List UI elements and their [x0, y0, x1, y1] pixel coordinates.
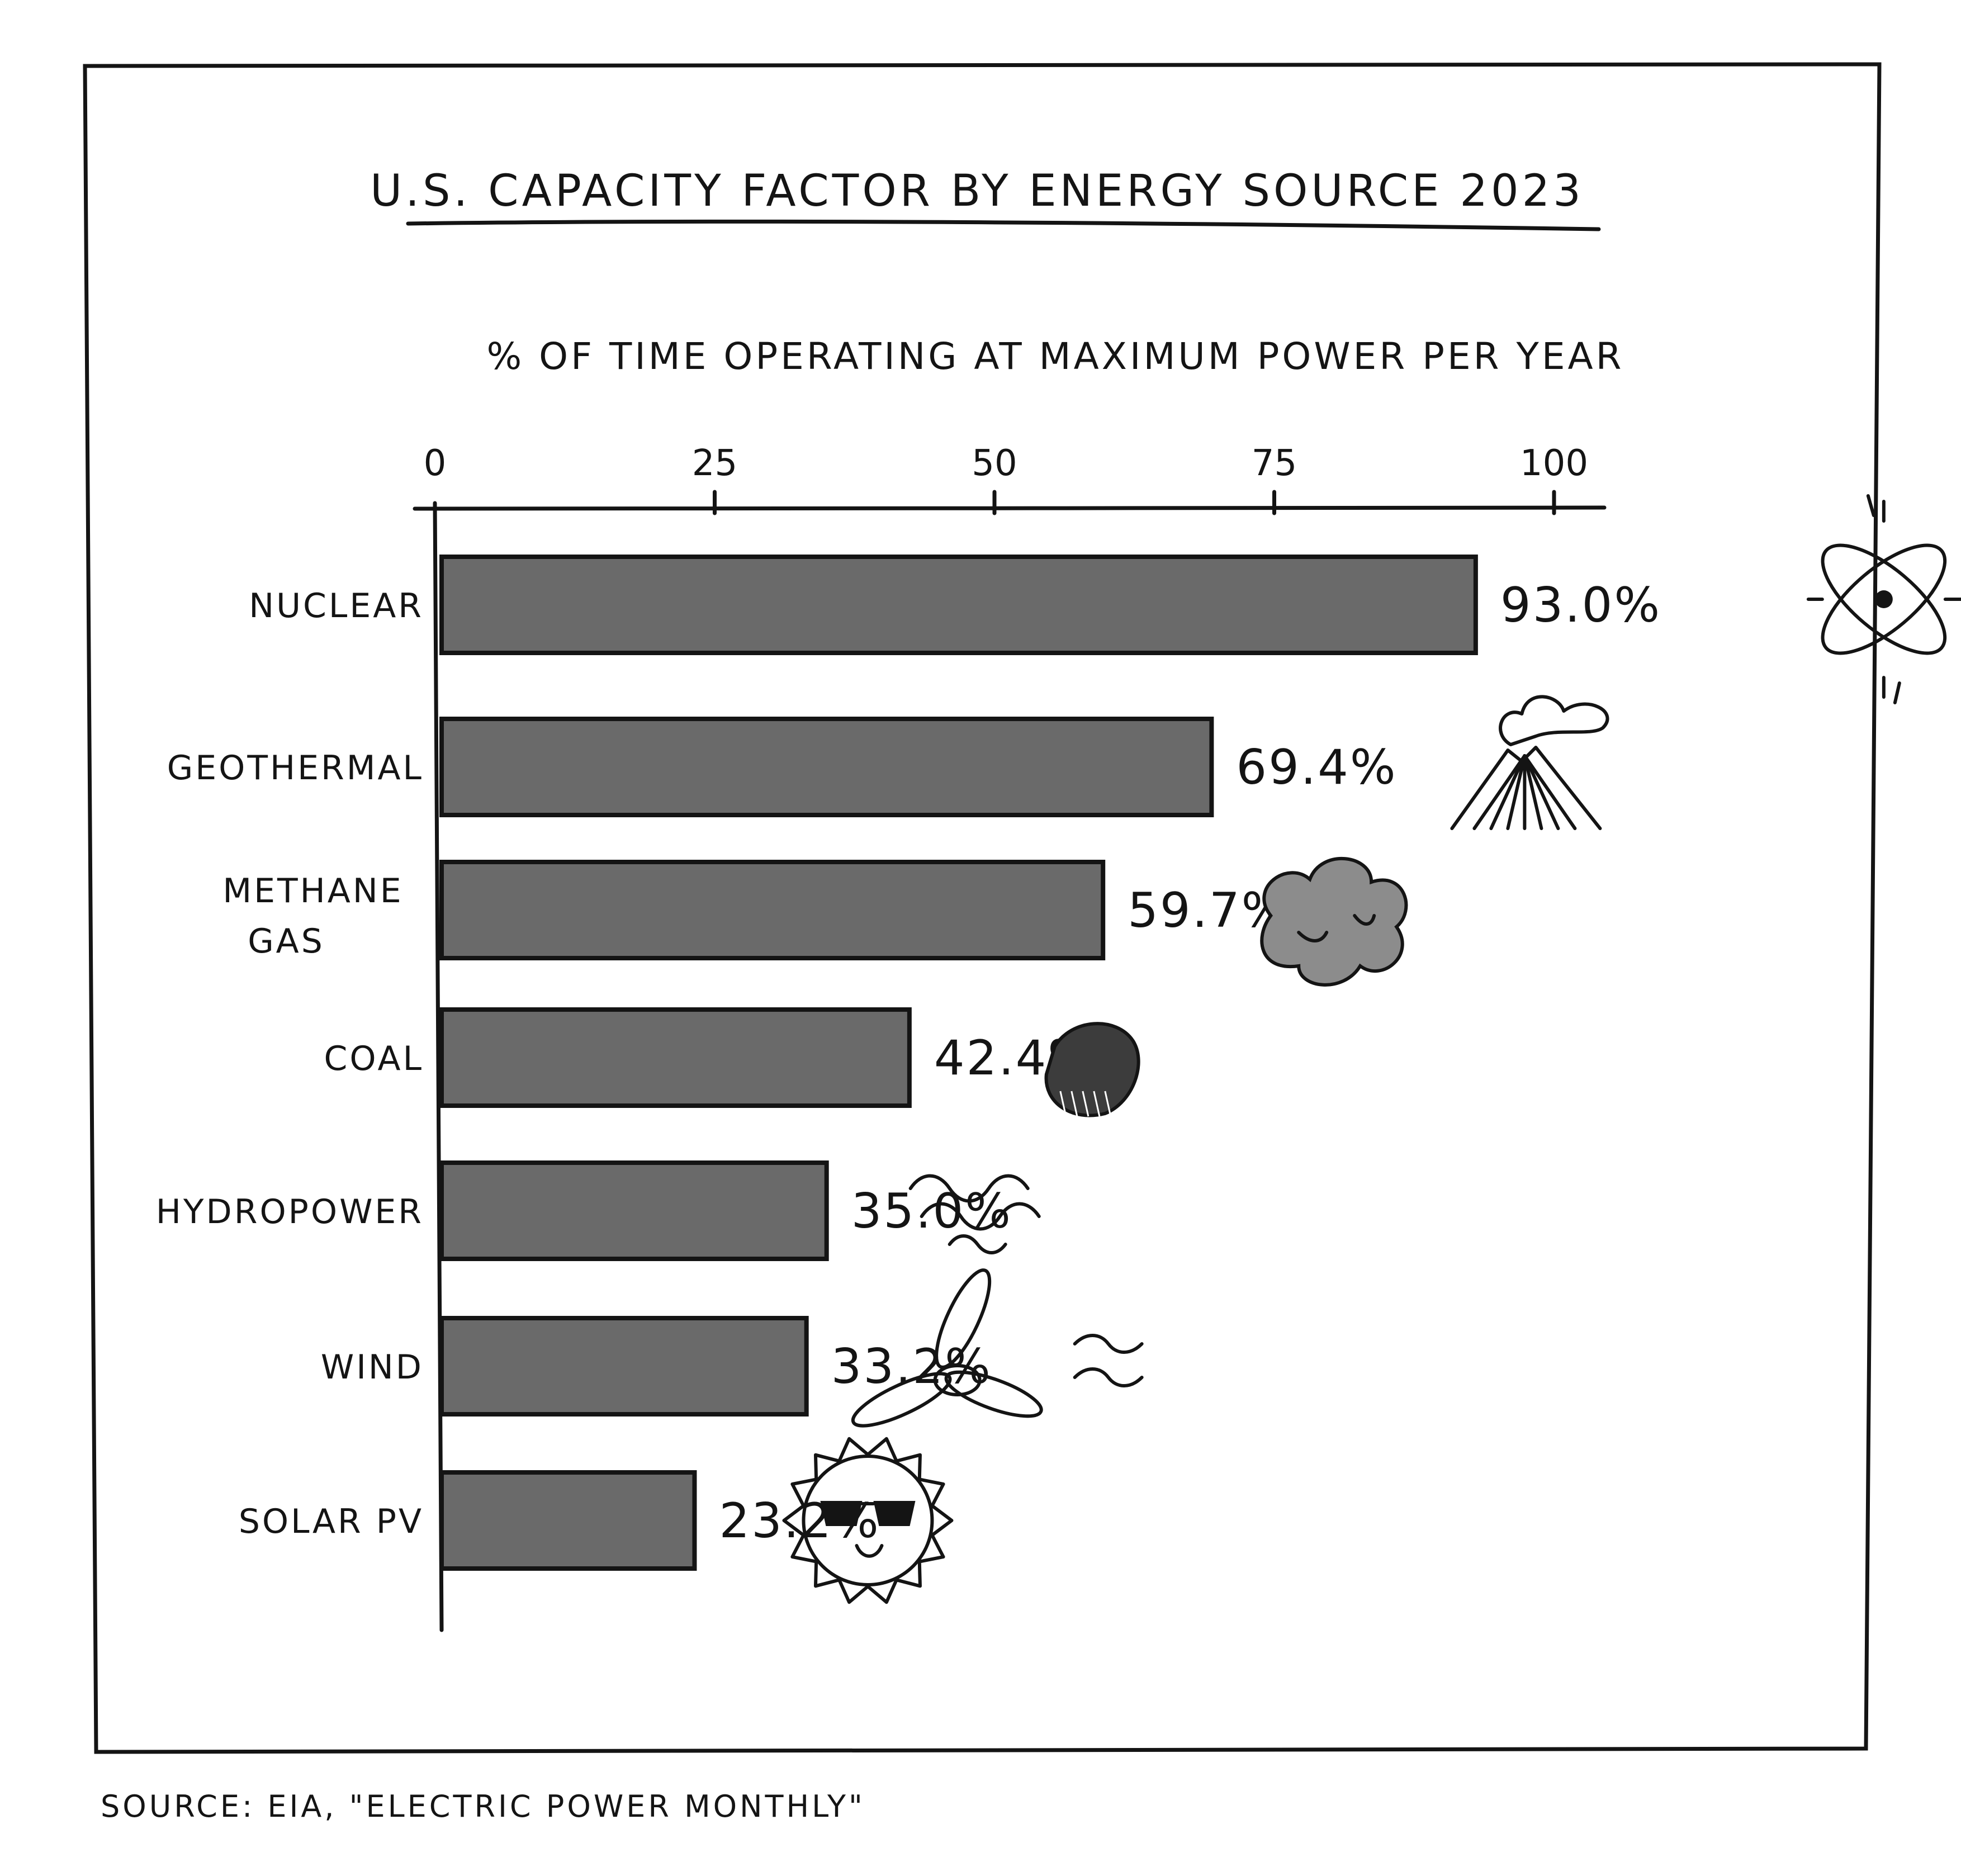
coal-hatch: [1059, 1091, 1067, 1117]
coal-hatch: [1093, 1091, 1101, 1117]
bar: [439, 1007, 912, 1108]
value-label: 69.4%: [1236, 740, 1397, 795]
x-axis-line: [413, 505, 1607, 511]
category-label: METHANE: [222, 871, 403, 911]
sun-rays: [782, 1437, 954, 1604]
wave-line: [920, 1202, 1041, 1231]
x-tick-label: 100: [1520, 443, 1588, 484]
wave-line: [948, 1234, 1007, 1254]
bar: [439, 1316, 809, 1417]
category-label: GAS: [248, 922, 325, 961]
icons: [782, 494, 1961, 1604]
category-label: COAL: [324, 1039, 424, 1078]
volcano-streak: [1506, 754, 1527, 830]
cloud-shape: [1260, 856, 1408, 987]
bar: [439, 1160, 829, 1261]
x-axis: 0 25 50 75 100: [413, 443, 1607, 1632]
title-underline: [406, 219, 1601, 231]
turbine-hub: [933, 1364, 982, 1396]
bar: [439, 1470, 697, 1571]
coal-hatch: [1082, 1091, 1090, 1117]
turbine-blade: [851, 1372, 952, 1428]
coal-hatch: [1071, 1091, 1078, 1117]
x-tick-label: 50: [972, 443, 1017, 484]
atom-orbit: [1821, 543, 1947, 655]
category-label: WIND: [321, 1348, 424, 1387]
volcano-streak: [1523, 754, 1560, 830]
bar: [439, 860, 1106, 960]
category-label: SOLAR PV: [239, 1502, 424, 1541]
value-label: 93.0%: [1500, 577, 1661, 633]
spark-line: [1866, 494, 1875, 517]
volcano-streak: [1489, 754, 1527, 830]
category-label: NUCLEAR: [249, 586, 424, 626]
wind-line: [1073, 1367, 1144, 1387]
atom-orbit: [1821, 543, 1947, 655]
value-label: 59.7%: [1128, 883, 1289, 939]
volcano-streak: [1523, 754, 1543, 830]
coal-hatch: [1104, 1091, 1112, 1117]
category-label: HYDROPOWER: [156, 1192, 424, 1231]
x-tick-label: 75: [1252, 443, 1297, 484]
volcano-streak: [1523, 754, 1577, 830]
spark-line: [1893, 681, 1901, 704]
smoke-cloud-icon: [1260, 856, 1408, 987]
sun-with-sunglasses-icon: [782, 1437, 954, 1604]
volcano-icon: [1450, 695, 1609, 830]
cloud-curl: [1297, 931, 1329, 942]
chart-frame: [83, 62, 1882, 1754]
chart-subtitle: % OF TIME OPERATING AT MAXIMUM POWER PER…: [486, 335, 1624, 378]
wind-turbine-icon: [851, 1268, 1144, 1428]
x-tick-label: 0: [424, 443, 447, 484]
cloud-curl: [1353, 914, 1376, 926]
turbine-blade: [944, 1370, 1043, 1418]
atom-nucleus: [1874, 590, 1893, 608]
volcano-streak: [1472, 754, 1527, 830]
bar: [439, 717, 1214, 817]
smoke-puff: [1499, 695, 1609, 746]
wind-line: [1073, 1334, 1144, 1354]
x-tick-label: 25: [692, 443, 737, 484]
wave-line: [908, 1174, 1030, 1203]
bars: NUCLEAR 93.0% GEOTHERMAL 69.4% METHANE GAS 59.…: [156, 555, 1661, 1571]
coal-shape: [1044, 1022, 1140, 1117]
turbine-blade: [935, 1268, 992, 1369]
chart-title: U.S. CAPACITY FACTOR BY ENERGY SOURCE 20…: [370, 166, 1584, 216]
sun-smile: [855, 1544, 884, 1558]
category-label: GEOTHERMAL: [167, 748, 424, 788]
coal-lump-icon: [1044, 1022, 1140, 1117]
atom-icon: [1806, 494, 1961, 704]
water-waves-icon: [908, 1174, 1041, 1254]
y-axis-line: [433, 501, 444, 1632]
bar: [439, 555, 1478, 655]
sunglasses-lens: [820, 1501, 863, 1526]
sunglasses-lens: [873, 1501, 916, 1526]
source-note: SOURCE: EIA, "ELECTRIC POWER MONTHLY": [101, 1789, 865, 1824]
